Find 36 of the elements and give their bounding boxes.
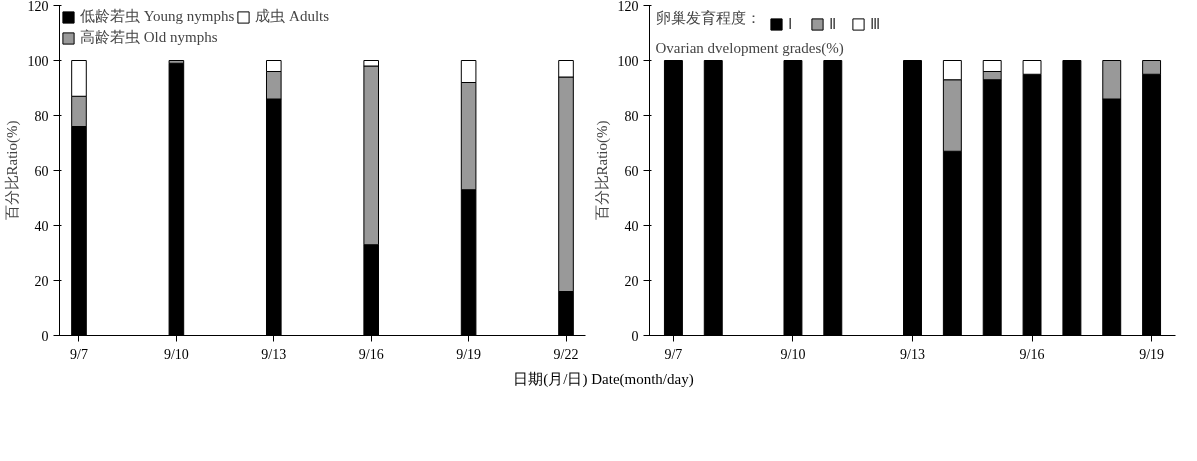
x-tick-label: 9/16 xyxy=(358,346,384,362)
x-tick-label: 9/16 xyxy=(1019,346,1045,362)
x-tick-label: 9/7 xyxy=(70,346,88,362)
y-tick-label: 80 xyxy=(624,108,639,124)
y-tick-label: 0 xyxy=(41,328,49,344)
y-tick-label: 40 xyxy=(624,218,639,234)
x-tick-label: 9/19 xyxy=(456,346,482,362)
y-axis-title: 百分比Ratio(%) xyxy=(3,120,21,221)
y-tick-label: 0 xyxy=(631,328,639,344)
legend-title: 卵巢发育程度： xyxy=(655,9,761,26)
y-tick-label: 60 xyxy=(624,163,639,179)
x-tick-label: 9/10 xyxy=(163,346,189,362)
x-tick-label: 9/19 xyxy=(1139,346,1165,362)
x-tick-label: 9/13 xyxy=(900,346,925,362)
x-tick-label: 9/22 xyxy=(553,346,579,362)
legend-label: Ⅲ xyxy=(870,15,881,33)
x-tick-label: 9/10 xyxy=(780,346,806,362)
y-tick-label: 60 xyxy=(34,163,49,179)
x-tick-label: 9/7 xyxy=(664,346,683,362)
annotation: Ovarian dvelopment grades(%) xyxy=(655,39,844,57)
legend-label: 低龄若虫 Young nymphs xyxy=(80,7,235,26)
y-tick-label: 40 xyxy=(34,218,49,234)
y-tick-label: 100 xyxy=(27,53,49,69)
legend-label: Ⅰ xyxy=(788,15,793,33)
legend-label: 成虫 Adults xyxy=(255,7,330,26)
x-tick-label: 9/13 xyxy=(261,346,287,362)
x-axis-title: 日期(月/日) Date(month/day) xyxy=(513,370,694,389)
legend-label: 高龄若虫 Old nymphs xyxy=(80,28,218,47)
y-tick-label: 20 xyxy=(624,273,639,289)
y-tick-label: 120 xyxy=(27,0,49,14)
legend-label: Ⅱ xyxy=(829,15,837,33)
y-tick-label: 20 xyxy=(34,273,49,289)
y-tick-label: 120 xyxy=(617,0,639,14)
y-tick-label: 100 xyxy=(617,53,639,69)
y-axis-title: 百分比Ratio(%) xyxy=(593,120,611,221)
y-tick-label: 80 xyxy=(34,108,49,124)
